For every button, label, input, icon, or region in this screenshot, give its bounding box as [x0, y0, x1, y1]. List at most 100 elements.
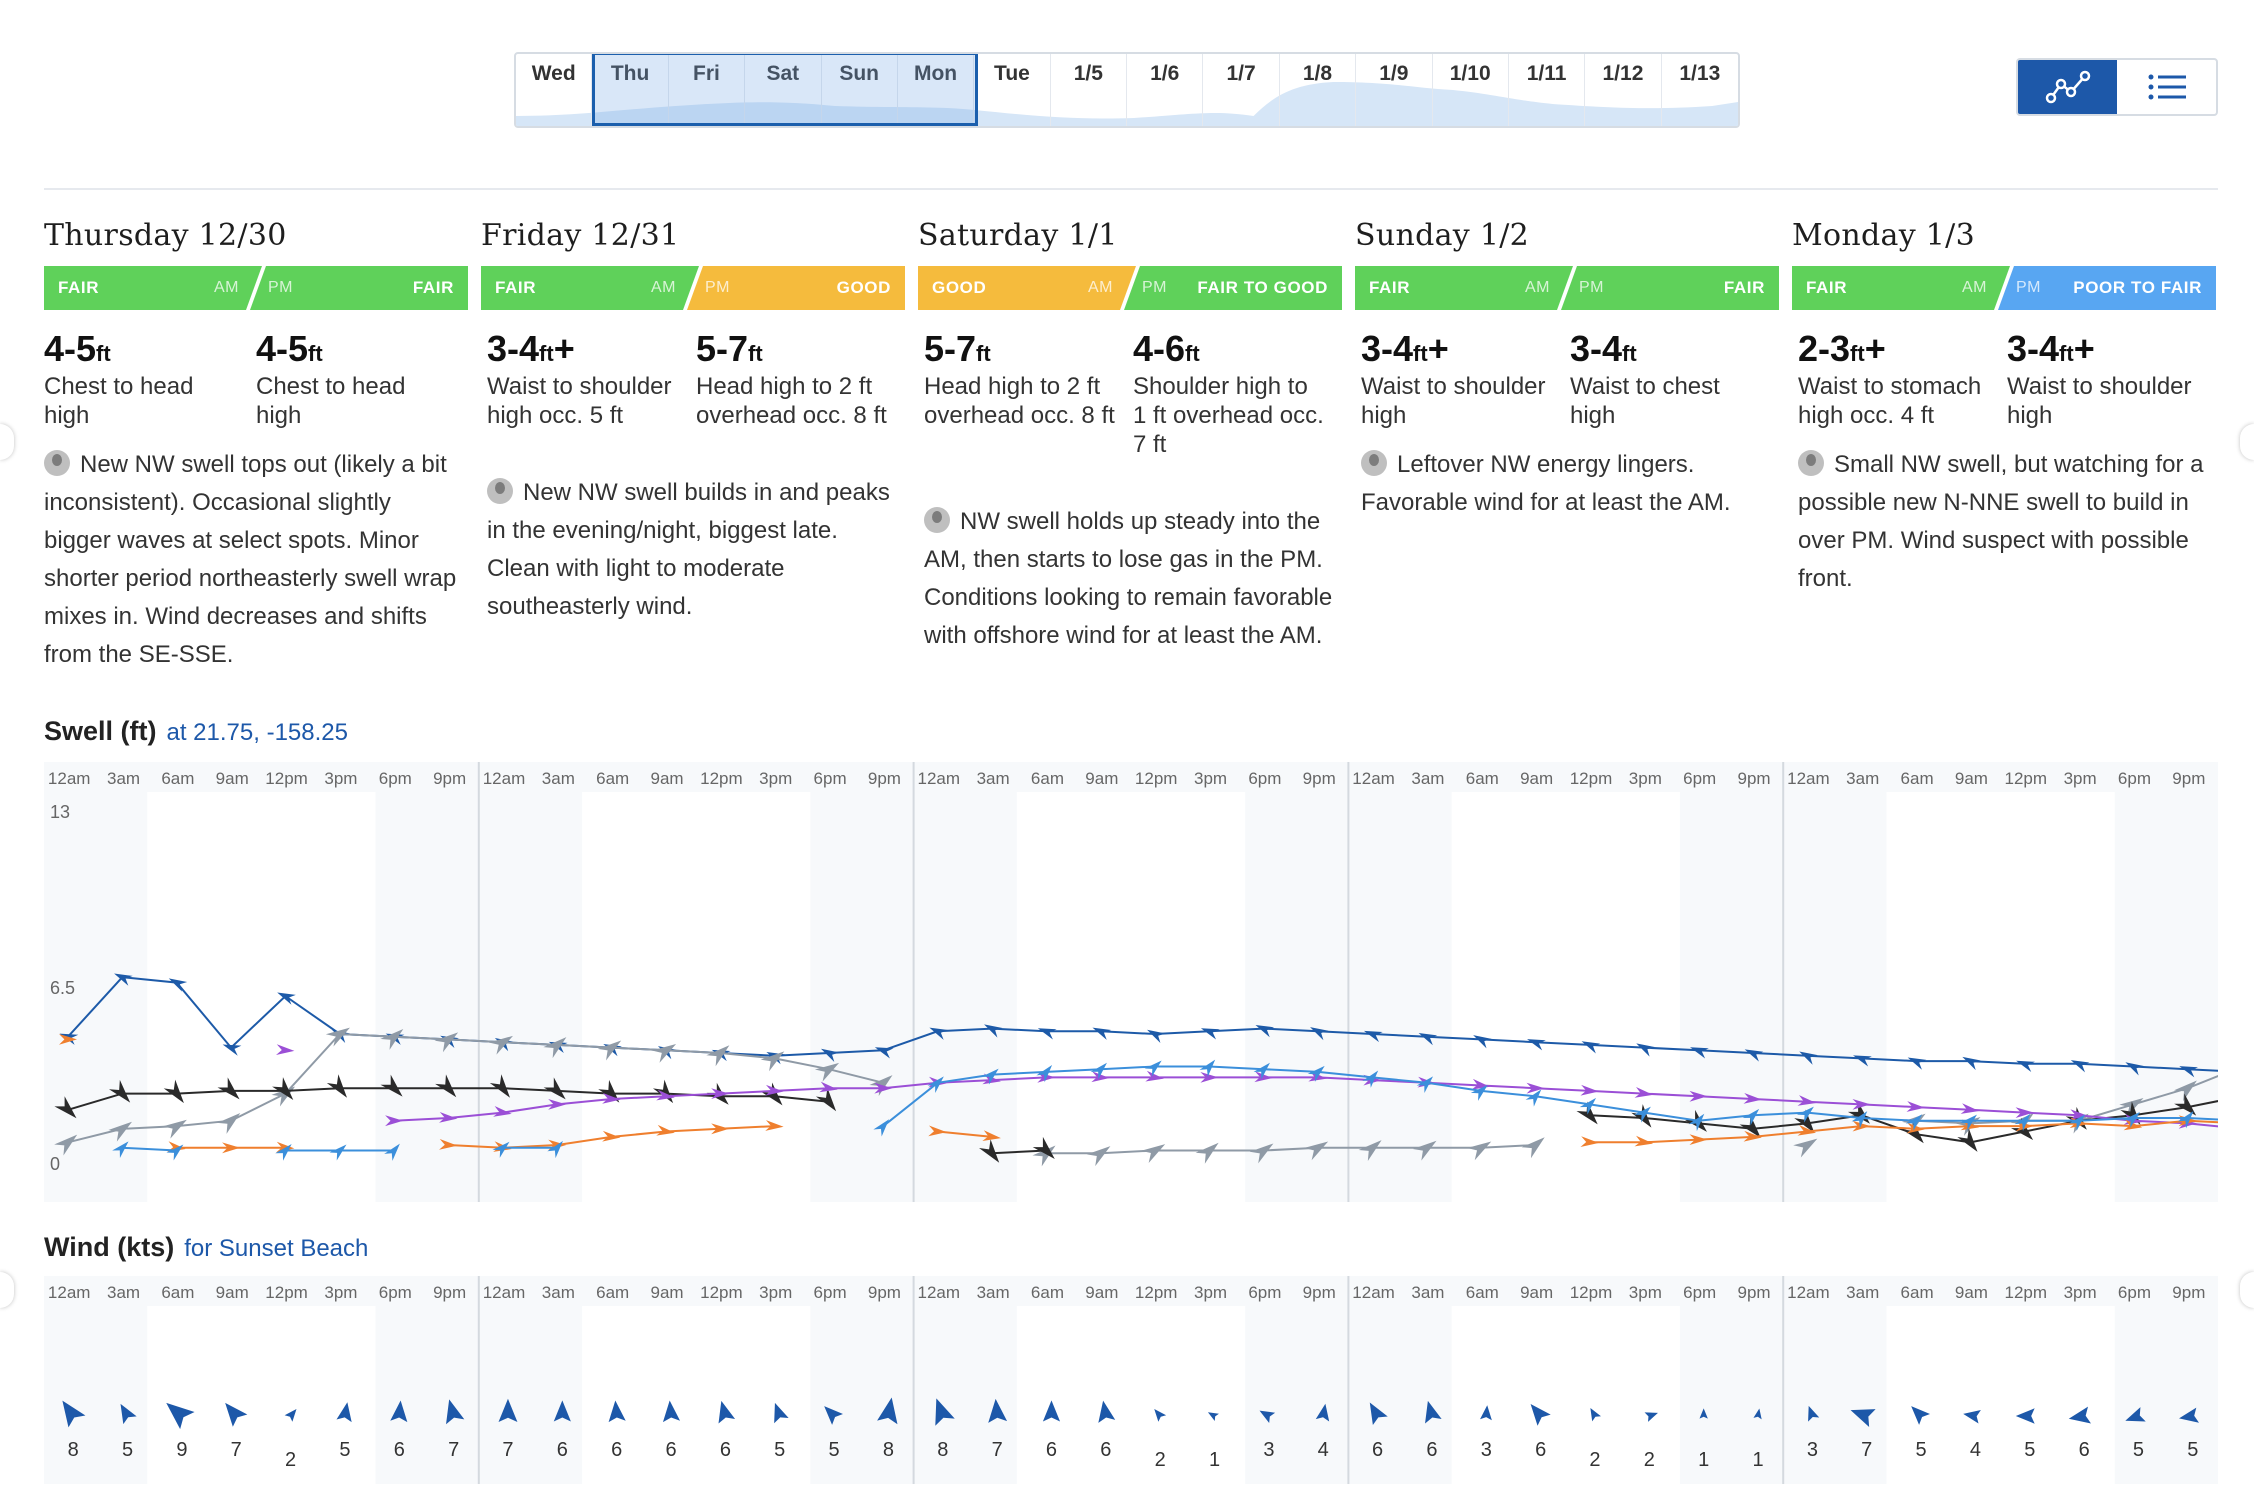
- swell-hour-label: 6pm: [1683, 769, 1716, 788]
- wind-speed-label: 6: [1100, 1439, 1111, 1461]
- swell-arrow-marker: [1579, 1097, 1597, 1115]
- wind-hour-label: 9pm: [1303, 1283, 1336, 1302]
- scroll-left-handle[interactable]: [0, 424, 14, 460]
- swell-arrow-marker: [1147, 1029, 1166, 1043]
- swell-arrow-marker: [1199, 1059, 1216, 1077]
- wind-location-link[interactable]: for Sunset Beach: [184, 1235, 369, 1262]
- wind-speed-label: 2: [1155, 1449, 1166, 1471]
- nav-day-10[interactable]: 1/8: [1280, 54, 1357, 126]
- swell-hour-label: 9am: [1520, 769, 1553, 788]
- am-rating-fill: [44, 266, 262, 310]
- wind-speed-label: 2: [1644, 1449, 1655, 1471]
- view-toggle[interactable]: [2016, 58, 2218, 116]
- nav-day-15[interactable]: 1/13: [1679, 62, 1721, 85]
- am-size: 2-3ft+ Waist to stomach high occ. 4 ft: [1798, 328, 2007, 430]
- wind-speed-label: 3: [1807, 1439, 1818, 1461]
- swell-arrow-marker: [873, 1119, 890, 1137]
- nav-day-7[interactable]: 1/5: [1051, 54, 1127, 126]
- wind-speed-label: 5: [774, 1439, 785, 1461]
- wind-arrow: [2068, 1406, 2091, 1424]
- scroll-right-handle[interactable]: [2240, 424, 2254, 460]
- wind-speed-label: 6: [1372, 1439, 1383, 1461]
- swell-arrow-marker: [1144, 1060, 1162, 1077]
- surf-rating-bar: FAIR AM PM GOOD: [481, 266, 905, 310]
- am-rating-fill: [481, 266, 699, 310]
- swell-arrow-marker: [222, 1142, 241, 1154]
- wind-arrow: [1753, 1408, 1762, 1420]
- swell-arrow-marker: [1799, 1051, 1818, 1065]
- graph-view-button[interactable]: [2018, 60, 2117, 114]
- swell-arrow-marker: [543, 1037, 567, 1059]
- wave-description: Waist to shoulder high: [1361, 373, 1546, 429]
- swell-arrow-marker: [760, 1051, 785, 1072]
- swell-location-link[interactable]: at 21.75, -158.25: [166, 719, 348, 746]
- swell-chart[interactable]: 12am 3am 6am 9am 12pm 3pm 6pm 9pm 12am 3am 6am 9am 1…: [44, 762, 2218, 1202]
- nav-day-14[interactable]: 1/12: [1585, 54, 1662, 126]
- swell-arrow-marker: [380, 1028, 404, 1050]
- wind-speed-label: 6: [2079, 1439, 2090, 1461]
- day-range-selector[interactable]: Wed Thu Fri Sat Sun Mon Tue 1/5 1/6 1/7 1/8 1/9 1/10…: [514, 52, 1740, 128]
- swell-hour-label: 6pm: [1248, 769, 1281, 788]
- wind-hour-label: 6pm: [2118, 1283, 2151, 1302]
- swell-arrow-marker: [435, 1074, 457, 1098]
- scroll-right-handle-2[interactable]: [2240, 1272, 2254, 1308]
- wind-hour-label: 9pm: [868, 1283, 901, 1302]
- rating-bar-shape: [918, 266, 1342, 310]
- wave-description: Head high to 2 ft overhead occ. 8 ft: [924, 373, 1115, 429]
- pm-rating-fill: [1124, 266, 1342, 310]
- wind-hour-label: 6pm: [379, 1283, 412, 1302]
- nav-day-12[interactable]: 1/10: [1433, 54, 1509, 126]
- scroll-left-handle-2[interactable]: [0, 1272, 14, 1308]
- swell-arrow-marker: [1255, 1024, 1275, 1038]
- swell-hour-label: 12am: [918, 769, 961, 788]
- forecaster-note: New NW swell builds in and peaks in the …: [487, 474, 905, 626]
- wind-arrow: [877, 1397, 898, 1425]
- wind-chart[interactable]: 12am 3am 6am 9am 12pm 3pm 6pm 9pm 12am 3am 6am 9am 1…: [44, 1276, 2218, 1484]
- swell-arrow-marker: [1037, 1028, 1057, 1040]
- swell-hour-label: 6am: [1031, 769, 1064, 788]
- wave-range: 2-3: [1798, 328, 1851, 369]
- swell-arrow-marker: [1467, 1141, 1492, 1161]
- swell-arrow-marker: [1580, 1136, 1599, 1148]
- wind-hour-label: 12pm: [265, 1283, 308, 1302]
- forecaster-avatar: [924, 507, 950, 533]
- swell-arrow-marker: [2069, 1109, 2088, 1121]
- swell-arrow-marker: [1960, 1103, 1980, 1114]
- wave-unit: ft: [539, 341, 554, 366]
- nav-day-13[interactable]: 1/11: [1509, 54, 1586, 126]
- nav-day-1[interactable]: Thu: [592, 54, 669, 126]
- list-view-button[interactable]: [2117, 60, 2216, 114]
- nav-day-11[interactable]: 1/9: [1356, 54, 1433, 126]
- swell-arrow-marker: [928, 1125, 947, 1137]
- swell-hour-label: 12pm: [700, 769, 743, 788]
- wind-arrow: [2125, 1407, 2146, 1422]
- nav-day-2[interactable]: Fri: [669, 54, 746, 126]
- swell-arrow-marker: [2125, 1062, 2144, 1076]
- pm-rating-label: FAIR: [412, 278, 454, 297]
- wind-title: Wind (kts): [44, 1232, 175, 1262]
- nav-day-0[interactable]: Wed: [516, 54, 593, 126]
- swell-arrow-marker: [602, 1130, 621, 1142]
- nav-day-6[interactable]: Tue: [974, 54, 1051, 126]
- swell-arrow-marker: [984, 1024, 1003, 1038]
- swell-hour-label: 6pm: [814, 769, 847, 788]
- swell-hour-label: 3pm: [1629, 769, 1662, 788]
- nav-day-5[interactable]: Mon: [898, 54, 975, 126]
- wave-height: 4-5ft: [256, 328, 468, 372]
- nav-day-4[interactable]: Sun: [822, 54, 898, 126]
- daytime-band: [1451, 1306, 1680, 1484]
- wind-arrow: [608, 1400, 626, 1423]
- wind-arrow: [718, 1400, 736, 1424]
- wind-hour-label: 3pm: [1629, 1283, 1662, 1302]
- rating-bar-shape: [1355, 266, 1779, 310]
- wave-unit: ft: [976, 341, 991, 366]
- swell-arrow-marker: [1526, 1082, 1545, 1094]
- pm-tag: PM: [705, 279, 730, 296]
- wind-hour-label: 3am: [977, 1283, 1010, 1302]
- wind-arrow: [935, 1398, 955, 1426]
- forecaster-note-text: New NW swell builds in and peaks in the …: [487, 479, 890, 620]
- nav-day-3[interactable]: Sat: [745, 54, 822, 126]
- nav-day-8[interactable]: 1/6: [1127, 54, 1204, 126]
- swell-arrow-marker: [1743, 1130, 1762, 1142]
- nav-day-9[interactable]: 1/7: [1203, 54, 1280, 126]
